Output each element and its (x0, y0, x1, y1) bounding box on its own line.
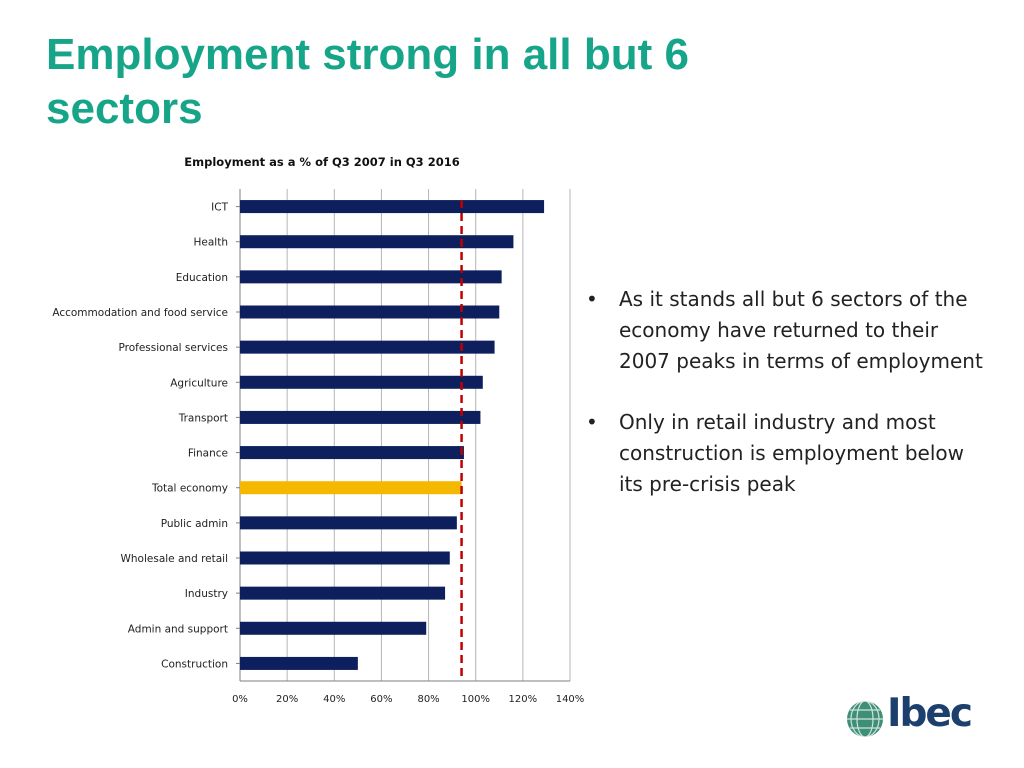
bullet-dot-icon: • (586, 410, 598, 434)
bullet-text: Only in retail industry and most constru… (619, 410, 964, 496)
category-label: Industry (185, 588, 228, 600)
bar (240, 200, 545, 214)
bullet-text: As it stands all but 6 sectors of the ec… (619, 287, 983, 373)
bar (240, 551, 450, 565)
category-label: ICT (211, 202, 228, 214)
category-label: Health (194, 237, 228, 249)
ibec-globe-logo-icon (847, 700, 883, 738)
category-label: Finance (188, 448, 228, 460)
bar (240, 340, 495, 354)
logo-text: Ibec (887, 691, 973, 736)
slide-title: Employment strong in all but 6 sectors (46, 30, 689, 133)
bar (240, 270, 502, 284)
bar (240, 621, 427, 635)
bar (240, 375, 483, 389)
category-label: Total economy (151, 483, 228, 495)
bar-highlight (240, 481, 462, 495)
bar (240, 516, 457, 530)
bullet-item: • As it stands all but 6 sectors of the … (582, 284, 992, 377)
category-label: Construction (161, 658, 228, 670)
bullet-dot-icon: • (586, 287, 598, 311)
chart-category-labels: ICT Health Education Accommodation and food… (52, 202, 240, 670)
x-tick-label: 100% (461, 694, 490, 705)
x-tick-label: 120% (509, 694, 538, 705)
ibec-logo: Ibec (846, 691, 976, 741)
bar (240, 235, 514, 249)
chart-title: Employment as a % of Q3 2007 in Q3 2016 (184, 155, 459, 169)
x-tick-label: 80% (417, 694, 439, 705)
category-label: Wholesale and retail (121, 553, 228, 565)
bar (240, 586, 446, 600)
x-tick-label: 0% (232, 694, 248, 705)
bar (240, 410, 481, 424)
x-tick-label: 140% (556, 694, 585, 705)
category-label: Professional services (118, 342, 228, 354)
chart-bars (240, 200, 545, 670)
category-label: Admin and support (128, 623, 228, 635)
chart-x-axis: 0% 20% 40% 60% 80% 100% 120% 140% (232, 680, 585, 705)
x-tick-label: 40% (323, 694, 345, 705)
category-label: Public admin (161, 518, 228, 530)
chart-gridlines (239, 189, 571, 681)
bar (240, 446, 464, 460)
category-label: Accommodation and food service (52, 307, 228, 319)
x-tick-label: 20% (276, 694, 298, 705)
category-label: Agriculture (170, 377, 228, 389)
x-tick-label: 60% (370, 694, 392, 705)
bar (240, 656, 358, 670)
category-label: Education (176, 272, 228, 284)
bar (240, 305, 500, 319)
bullet-item: • Only in retail industry and most const… (582, 407, 992, 500)
bullet-list: • As it stands all but 6 sectors of the … (582, 284, 992, 530)
category-label: Transport (178, 412, 228, 424)
